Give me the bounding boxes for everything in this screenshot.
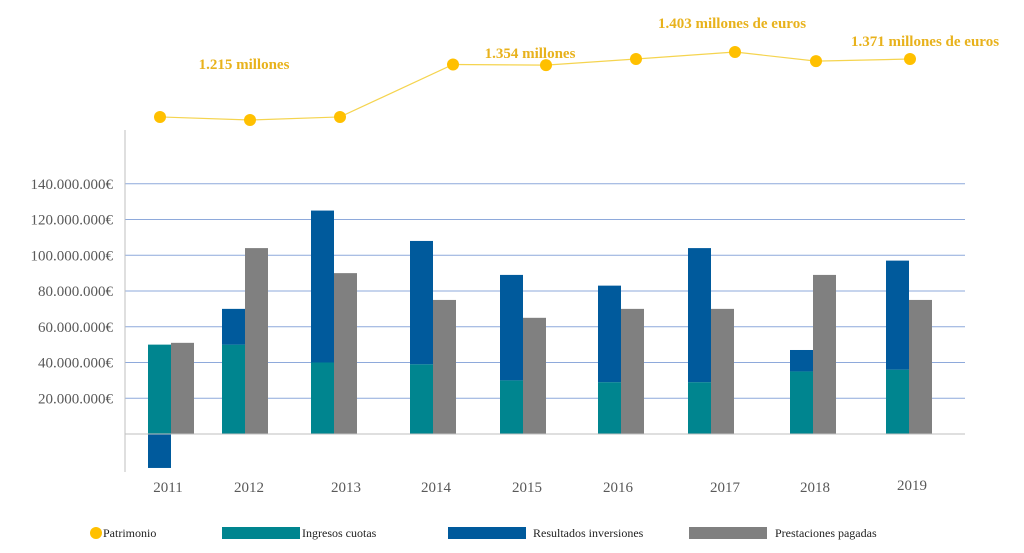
legend-ingresos-cuotas-label: Ingresos cuotas — [302, 526, 377, 540]
bar-prestaciones-pagadas — [245, 248, 268, 434]
x-axis-ticks: 2011 2012 2013 2014 2015 2016 2017 2018 2019 — [153, 478, 927, 496]
axes — [124, 130, 965, 472]
bar-resultados-inversiones — [500, 274, 523, 381]
bar-ingresos-cuotas — [311, 362, 334, 434]
bar-prestaciones-pagadas — [433, 299, 456, 434]
patrimonio-label: 1.215 millones — [199, 57, 290, 73]
legend-prestaciones-pagadas-label: Prestaciones pagadas — [775, 526, 877, 540]
y-tick-label: 120.000.000€ — [31, 213, 114, 229]
legend: Patrimonio Ingresos cuotas Resultados inve… — [90, 526, 877, 540]
patrimonio-point — [154, 110, 166, 123]
x-tick-label: 2017 — [710, 480, 741, 496]
patrimonio-line — [154, 46, 916, 126]
bar-resultados-inversiones — [222, 308, 245, 345]
x-tick-label: 2011 — [153, 480, 182, 496]
bar-prestaciones-pagadas — [171, 342, 194, 434]
patrimonio-labels: 1.215 millones 1.354 millones 1.403 millon… — [199, 16, 1000, 73]
patrimonio-point — [904, 53, 916, 66]
bar-ingresos-cuotas — [500, 380, 523, 434]
bar-ingresos-cuotas — [410, 364, 433, 434]
y-tick-label: 40.000.000€ — [38, 356, 114, 372]
bar-resultados-inversiones — [311, 210, 334, 363]
x-tick-label: 2018 — [800, 480, 830, 496]
bar-resultados-inversiones — [148, 434, 171, 468]
patrimonio-label: 1.403 millones de euros — [658, 16, 806, 32]
y-tick-label: 60.000.000€ — [38, 320, 114, 336]
patrimonio-point — [810, 55, 822, 68]
patrimonio-point — [244, 114, 256, 126]
legend-resultados-inversiones-label: Resultados inversiones — [533, 526, 644, 540]
bar-prestaciones-pagadas — [813, 274, 836, 434]
bar-ingresos-cuotas — [148, 344, 171, 434]
y-axis-ticks: 20.000.000€ 40.000.000€ 60.000.000€ 80.000.… — [31, 177, 114, 408]
x-tick-label: 2012 — [234, 480, 264, 496]
x-tick-label: 2015 — [512, 480, 542, 496]
legend-prestaciones-pagadas-swatch — [689, 527, 767, 539]
patrimonio-point — [630, 53, 642, 66]
patrimonio-point — [334, 110, 346, 123]
bar-prestaciones-pagadas — [523, 317, 546, 434]
patrimonio-label: 1.354 millones — [485, 46, 576, 62]
legend-patrimonio-label: Patrimonio — [103, 526, 156, 540]
bar-ingresos-cuotas — [688, 382, 711, 434]
bar-resultados-inversiones — [886, 260, 909, 370]
legend-patrimonio-marker — [90, 527, 102, 539]
bar-ingresos-cuotas — [886, 369, 909, 434]
bar-resultados-inversiones — [598, 285, 621, 383]
legend-ingresos-cuotas-swatch — [222, 527, 300, 539]
bar-prestaciones-pagadas — [621, 308, 644, 434]
bar-prestaciones-pagadas — [711, 308, 734, 434]
y-tick-label: 80.000.000€ — [38, 284, 114, 300]
y-tick-label: 20.000.000€ — [38, 391, 114, 407]
patrimonio-point — [729, 46, 741, 58]
legend-resultados-inversiones-swatch — [448, 527, 526, 539]
x-tick-label: 2016 — [603, 480, 634, 496]
bar-ingresos-cuotas — [222, 344, 245, 434]
patrimonio-point — [447, 58, 459, 71]
y-tick-label: 140.000.000€ — [31, 177, 114, 193]
bar-prestaciones-pagadas — [334, 273, 357, 434]
bar-ingresos-cuotas — [598, 382, 621, 434]
bar-resultados-inversiones — [790, 349, 813, 372]
bar-resultados-inversiones — [410, 240, 433, 365]
patrimonio-point — [540, 59, 552, 72]
y-tick-label: 100.000.000€ — [31, 248, 114, 264]
x-tick-label: 2014 — [421, 480, 452, 496]
bars — [148, 210, 932, 468]
patrimonio-label: 1.371 millones de euros — [851, 34, 999, 50]
bar-resultados-inversiones — [688, 248, 711, 383]
x-tick-label: 2019 — [897, 478, 927, 494]
x-tick-label: 2013 — [331, 480, 361, 496]
bar-prestaciones-pagadas — [909, 299, 932, 434]
bar-ingresos-cuotas — [790, 371, 813, 434]
